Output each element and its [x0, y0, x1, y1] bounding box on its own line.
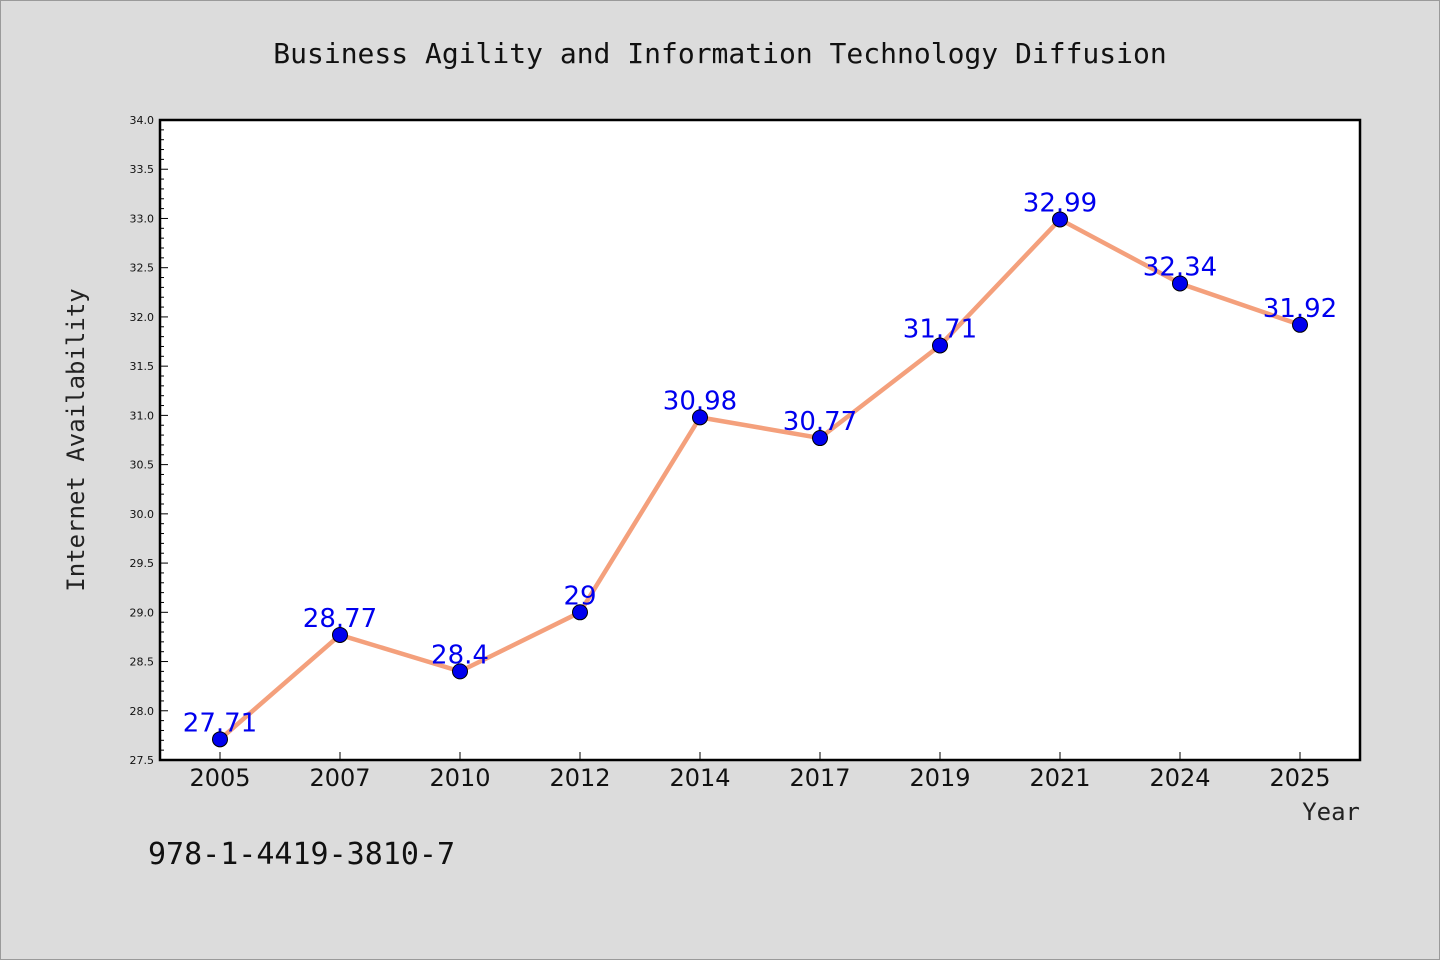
data-point [1052, 211, 1068, 228]
x-axis-ticks: 2005 2007 2010 2012 2014 2017 2019 2021 2024 2025 [189, 752, 1331, 792]
data-label: 32.99 [1023, 188, 1097, 218]
y-tick-label: 28.5 [130, 656, 155, 669]
y-tick-label: 29.0 [130, 606, 155, 619]
y-tick-label: 28.0 [130, 705, 155, 718]
x-tick-label: 2014 [669, 764, 730, 792]
isbn-annotation: 978-1-4419-3810-7 [148, 837, 455, 872]
y-tick-label: 33.5 [130, 163, 155, 176]
x-tick-label: 2007 [309, 764, 370, 792]
data-point [1292, 316, 1308, 333]
y-tick-label: 31.5 [130, 360, 155, 373]
data-label: 31.92 [1263, 294, 1337, 324]
y-tick-label: 32.5 [130, 262, 155, 275]
data-label: 29 [563, 581, 596, 611]
x-tick-label: 2024 [1149, 764, 1210, 792]
x-tick-label: 2017 [789, 764, 850, 792]
data-label: 32.34 [1143, 252, 1217, 282]
x-tick-label: 2021 [1029, 764, 1090, 792]
data-label: 27.71 [183, 708, 257, 738]
plot-border [158, 118, 1362, 762]
chart-title: Business Agility and Information Technol… [273, 37, 1166, 70]
y-tick-label: 30.0 [130, 508, 155, 521]
data-point [932, 337, 948, 354]
x-axis-label: Year [1302, 798, 1360, 826]
y-tick-label: 31.0 [130, 409, 155, 422]
series-line [218, 217, 1301, 742]
plot-area [160, 120, 1360, 760]
x-tick-label: 2025 [1269, 764, 1330, 792]
data-label: 30.77 [783, 407, 857, 437]
data-point [692, 409, 708, 426]
y-tick-label: 33.0 [130, 212, 155, 225]
data-label: 28.4 [431, 640, 489, 670]
data-label: 28.77 [303, 604, 377, 634]
x-tick-label: 2010 [429, 764, 490, 792]
y-tick-label: 34.0 [130, 114, 155, 127]
x-tick-label: 2019 [909, 764, 970, 792]
data-point [1172, 275, 1188, 292]
x-tick-label: 2012 [549, 764, 610, 792]
y-tick-label: 27.5 [130, 754, 155, 767]
data-point [332, 626, 348, 643]
y-tick-label: 32.0 [130, 311, 155, 324]
y-tick-label: 29.5 [130, 557, 155, 570]
data-point [212, 731, 228, 748]
data-point [452, 663, 468, 680]
data-label: 30.98 [663, 386, 737, 416]
y-axis-ticks: 27.5 28.0 28.5 29.0 29.5 30.0 30.5 31.0 31.5 32.0… [130, 114, 168, 767]
data-point [812, 430, 828, 447]
data-point [572, 604, 588, 621]
y-tick-label: 30.5 [130, 459, 155, 472]
series-layer: 27.71 28.77 28.4 29 30.98 30.77 31.71 32.99 32.3… [183, 188, 1337, 748]
y-axis-label: Internet Availability [62, 288, 90, 591]
x-tick-label: 2005 [189, 764, 250, 792]
data-label: 31.71 [903, 314, 977, 344]
